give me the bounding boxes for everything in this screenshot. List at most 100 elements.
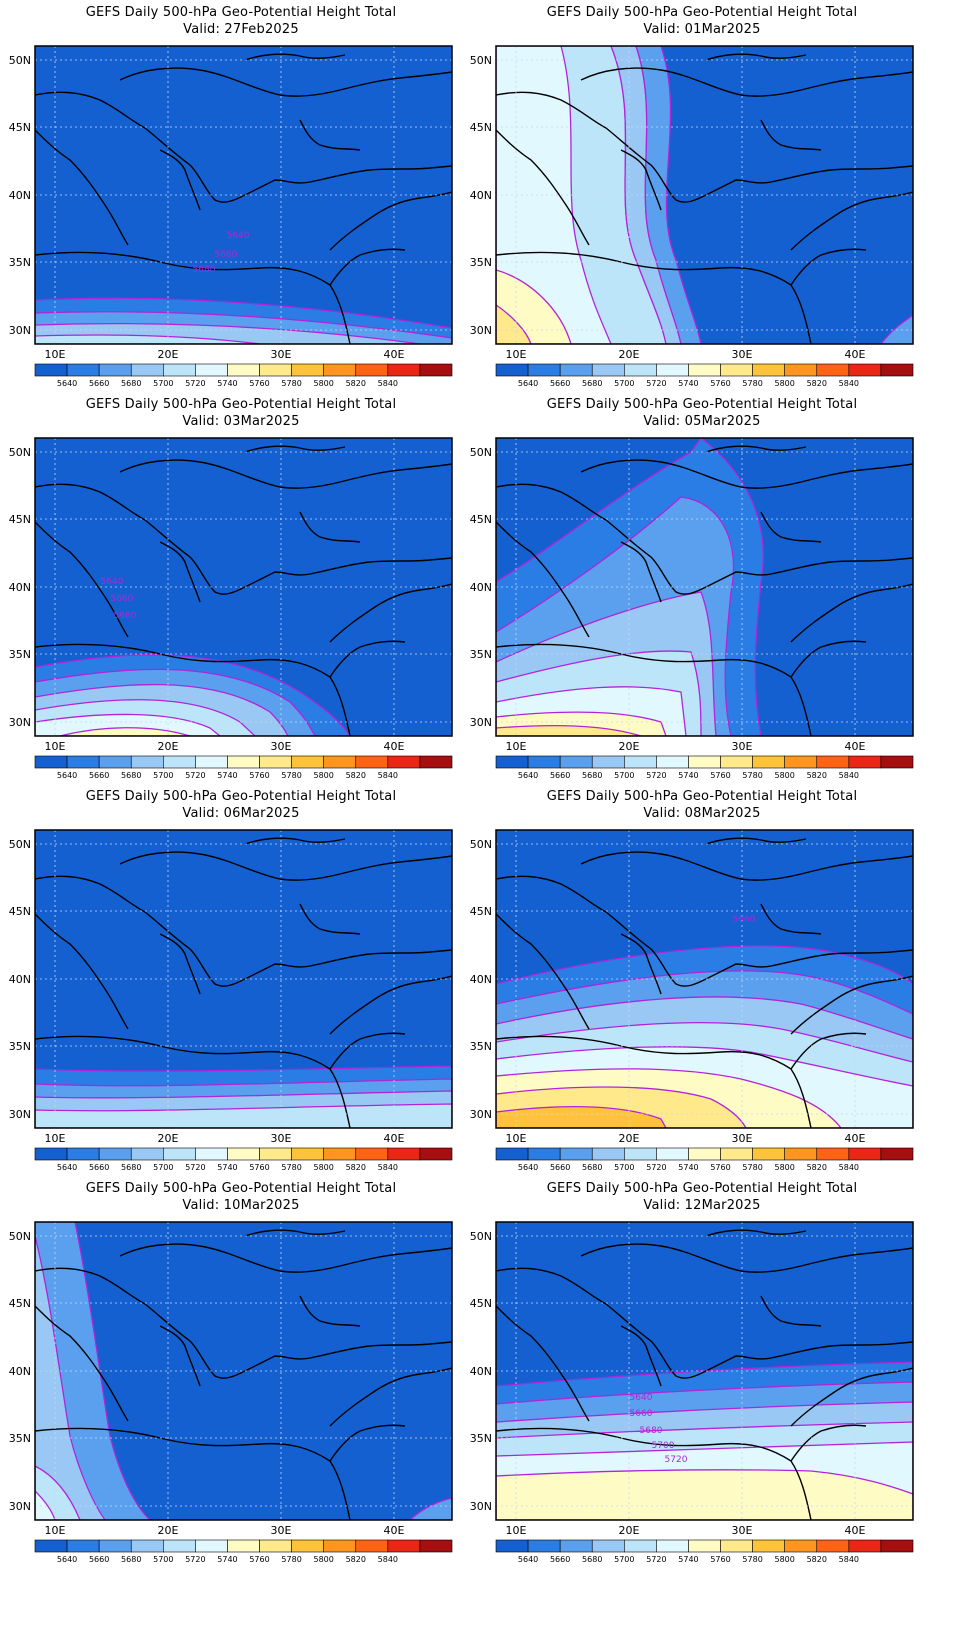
coastline (244, 445, 346, 453)
colorbar-label: 5740 (678, 379, 698, 388)
panel-valid-date: Valid: 12Mar2025 (643, 1198, 761, 1213)
colorbar-swatch (259, 1539, 292, 1553)
colorbar-swatch (323, 363, 357, 377)
colorbar-label: 5720 (185, 379, 205, 388)
map-frame (495, 437, 914, 737)
colorbar-label: 5740 (217, 1163, 237, 1172)
coastline (244, 1229, 346, 1237)
colorbar-swatch (816, 1147, 850, 1161)
colorbar-swatch (34, 1147, 68, 1161)
colorbar-swatch (355, 363, 389, 377)
lon-label: 10E (506, 348, 527, 361)
colorbar-label: 5700 (153, 1555, 173, 1564)
colorbar-swatch (816, 755, 850, 769)
colorbar-label: 5660 (550, 379, 570, 388)
lon-label: 10E (506, 1132, 527, 1145)
colorbar-swatch (291, 755, 324, 769)
colorbar-swatch (752, 363, 785, 377)
coastline (620, 149, 662, 211)
colorbar-label: 5800 (314, 379, 334, 388)
colorbar-swatch (495, 363, 529, 377)
lon-label: 20E (158, 1524, 179, 1537)
lat-label: 50N (9, 1230, 31, 1243)
lon-label: 20E (619, 1132, 640, 1145)
lon-label: 20E (619, 740, 640, 753)
colorbar-swatch (291, 1539, 324, 1553)
panel-title: GEFS Daily 500-hPa Geo-Potential Height … (546, 5, 858, 20)
lat-label: 40N (470, 189, 492, 202)
coastline (760, 1295, 822, 1327)
colorbar-label: 5700 (614, 771, 634, 780)
colorbar-label: 5760 (249, 1163, 269, 1172)
lon-label: 40E (384, 1132, 405, 1145)
contour-label: 5660 (630, 1409, 653, 1419)
coastline (760, 903, 822, 935)
colorbar-label: 5680 (582, 379, 602, 388)
lon-label: 10E (506, 1524, 527, 1537)
colorbar-label: 5700 (153, 771, 173, 780)
height-map: 5640 5660 5680 50N 45N 40N 35N 30N 10E 20E 30E 40E 5… (9, 45, 453, 388)
colorbar-label: 5660 (89, 1163, 109, 1172)
height-map: 5660 50N 45N 40N 35N 30N 10E 20E 30E 40E 5640 5660 5… (470, 829, 914, 1172)
colorbar-swatch (527, 1147, 561, 1161)
colorbar-swatch (130, 755, 164, 769)
coastline (35, 643, 351, 736)
colorbar-swatch (880, 1147, 914, 1161)
lat-label: 35N (470, 256, 492, 269)
colorbar-swatch (195, 1147, 228, 1161)
lat-label: 30N (9, 1500, 31, 1513)
colorbar-swatch (688, 1539, 721, 1553)
colorbar-label: 5680 (582, 771, 602, 780)
colorbar-swatch (527, 1539, 561, 1553)
colorbar-label: 5800 (314, 1163, 334, 1172)
coastline (496, 875, 913, 987)
contour-label: 5640 (630, 1393, 653, 1403)
coastline (35, 1267, 452, 1379)
lon-label: 40E (845, 1524, 866, 1537)
height-map: 50N 45N 40N 35N 30N 10E 20E 30E 40E 5640 5660 5680 5… (470, 437, 914, 780)
colorbar-label: 5760 (249, 771, 269, 780)
colorbar-label: 5640 (518, 1555, 538, 1564)
coastline (35, 1427, 351, 1520)
coastline (580, 1243, 913, 1273)
colorbar-swatch (227, 1539, 260, 1553)
lon-label: 40E (845, 740, 866, 753)
colorbar-swatch (816, 363, 850, 377)
lat-label: 40N (9, 973, 31, 986)
map-panel-12Mar2025: GEFS Daily 500-hPa Geo-Potential Height … (461, 1176, 943, 1586)
colorbar-label: 5720 (185, 1555, 205, 1564)
colorbar-swatch (527, 363, 561, 377)
colorbar-swatch (784, 755, 818, 769)
height-band (496, 304, 532, 344)
coastline (299, 903, 361, 935)
colorbar-swatch (227, 363, 260, 377)
colorbar-label: 5800 (775, 1163, 795, 1172)
contour-label: 5720 (665, 1455, 688, 1465)
lon-label: 30E (271, 348, 292, 361)
colorbar-swatch (163, 363, 196, 377)
coastline (329, 1367, 452, 1427)
panel-valid-date: Valid: 08Mar2025 (643, 806, 761, 821)
contour-label: 5680 (640, 1426, 663, 1436)
contour-label: 5660 (215, 250, 238, 260)
lon-label: 20E (619, 348, 640, 361)
colorbar-label: 5780 (281, 1555, 301, 1564)
lon-label: 20E (158, 1132, 179, 1145)
map-panel-06Mar2025: GEFS Daily 500-hPa Geo-Potential Height … (0, 784, 482, 1194)
colorbar-label: 5800 (775, 379, 795, 388)
lat-label: 50N (9, 838, 31, 851)
coastline (35, 1035, 351, 1128)
map-panel-08Mar2025: GEFS Daily 500-hPa Geo-Potential Height … (461, 784, 943, 1194)
colorbar-label: 5840 (378, 1555, 398, 1564)
colorbar-swatch (624, 363, 657, 377)
coastline (496, 129, 590, 246)
coastline (244, 837, 346, 845)
lat-label: 45N (470, 905, 492, 918)
panel-title: GEFS Daily 500-hPa Geo-Potential Height … (85, 5, 397, 20)
contour-label: 5680 (114, 611, 137, 621)
lat-label: 35N (470, 648, 492, 661)
colorbar-swatch (559, 363, 593, 377)
lat-label: 50N (470, 446, 492, 459)
map-panel-01Mar2025: GEFS Daily 500-hPa Geo-Potential Height … (461, 0, 943, 410)
map-frame (34, 437, 453, 737)
